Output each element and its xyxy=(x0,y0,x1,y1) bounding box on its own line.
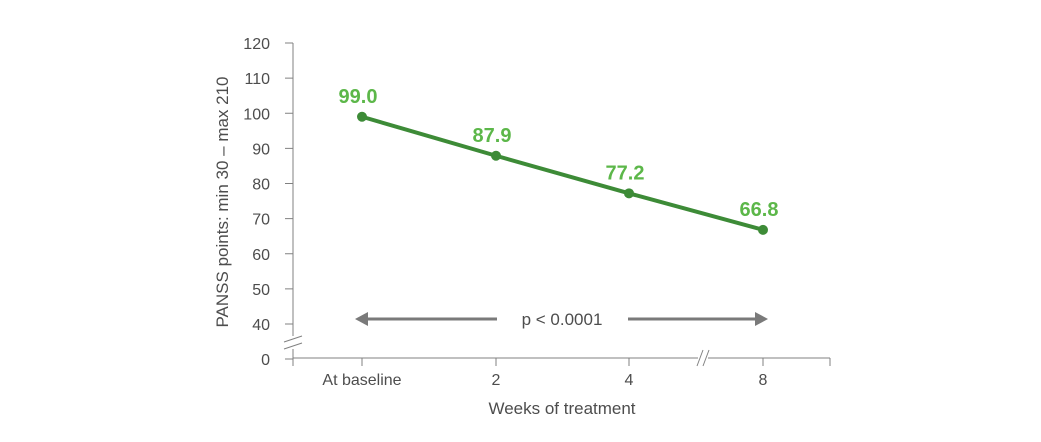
x-axis-break-mark xyxy=(702,349,710,367)
x-tick-label: 2 xyxy=(492,372,501,389)
data-point xyxy=(624,188,634,199)
x-axis: At baseline 2 4 8 xyxy=(292,349,831,389)
arrow-head-left xyxy=(355,312,368,326)
data-label: 87.9 xyxy=(473,125,512,147)
arrow-head-right xyxy=(755,312,768,326)
x-tick-label: 4 xyxy=(625,372,634,389)
data-point xyxy=(357,111,367,122)
y-tick-label: 60 xyxy=(252,247,270,264)
y-axis: 0 40 50 60 70 80 90 100 110 120 xyxy=(243,36,303,369)
y-tick-label: 120 xyxy=(243,36,270,53)
x-tick-label: At baseline xyxy=(322,372,401,389)
data-label: 99.0 xyxy=(339,86,378,108)
y-tick-label: 70 xyxy=(252,212,270,229)
data-label: 66.8 xyxy=(740,199,779,221)
x-axis-title: Weeks of treatment xyxy=(488,399,635,418)
y-tick-label: 50 xyxy=(252,282,270,299)
y-axis-title: PANSS points: min 30 – max 210 xyxy=(213,76,232,327)
data-point xyxy=(758,224,768,235)
y-tick-label: 40 xyxy=(252,317,270,334)
y-tick-label: 90 xyxy=(252,141,270,158)
y-axis-break-mark xyxy=(283,335,303,343)
data-label: 77.2 xyxy=(606,162,645,184)
p-value-label: p < 0.0001 xyxy=(522,310,603,329)
x-axis-break-mark xyxy=(696,349,704,367)
series-line xyxy=(361,114,764,232)
series-line-group: 99.0 87.9 77.2 66.8 xyxy=(339,86,779,235)
y-tick-label: 80 xyxy=(252,177,270,194)
y-tick-label: 0 xyxy=(261,352,270,369)
data-point xyxy=(491,150,501,161)
significance-annotation: p < 0.0001 xyxy=(355,310,768,329)
x-tick-label: 8 xyxy=(759,372,768,389)
y-tick-label: 110 xyxy=(244,71,270,88)
y-axis-break-mark xyxy=(283,342,303,350)
y-tick-label: 100 xyxy=(243,106,270,123)
